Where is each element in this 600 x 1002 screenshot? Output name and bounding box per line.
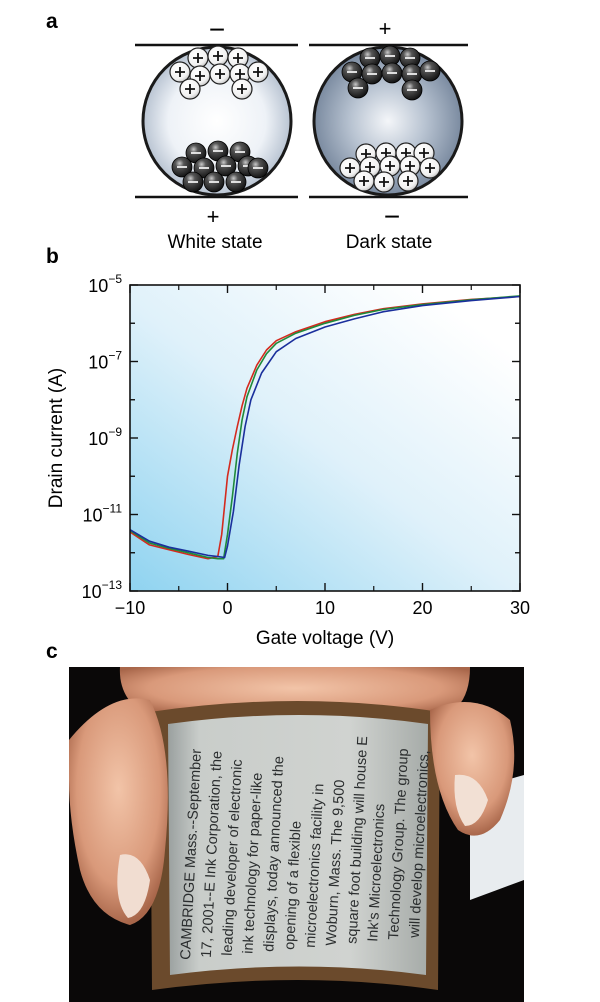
white-particle	[179, 78, 201, 100]
white-particle	[231, 78, 253, 100]
display-screen	[168, 715, 428, 975]
white-particle	[395, 142, 417, 164]
white-state-caption: White state	[167, 232, 262, 253]
white-particle	[209, 63, 231, 85]
white-particle-cluster	[169, 45, 269, 100]
white-particle-cluster	[339, 142, 441, 193]
white-particle	[339, 157, 361, 179]
screen-text-line: opening of a flexible	[282, 821, 305, 951]
panel-b-label: b	[46, 245, 59, 268]
white-state-capsule: − + White state	[135, 14, 298, 253]
black-particle	[171, 156, 193, 178]
black-particle	[347, 77, 369, 99]
white-particle	[419, 157, 441, 179]
y-tick-label: 10−5	[88, 272, 122, 296]
y-tick-label: 10−13	[82, 578, 123, 602]
black-particle-cluster	[341, 45, 441, 101]
x-tick-label: −10	[115, 598, 146, 618]
x-axis-label: Gate voltage (V)	[256, 628, 394, 649]
white-particle	[353, 170, 375, 192]
x-tick-label: 10	[315, 598, 335, 618]
panel-b: b −10 0 10 20 30 10−13 10−11 10−9 10−7 10−5 Gate …	[46, 245, 530, 649]
series-line-3	[129, 295, 521, 559]
white-particle	[373, 171, 395, 193]
right-thumb	[430, 702, 515, 836]
dark-state-caption: Dark state	[346, 232, 433, 253]
bottom-sign: −	[384, 201, 400, 232]
right-thumbnail	[454, 774, 488, 826]
series-line-1	[129, 295, 521, 560]
screen-text-line: Ink's Microelectronics	[365, 803, 388, 942]
y-tick-label: 10−7	[88, 349, 122, 373]
panel-a: a − + White state + − Dark state	[46, 10, 468, 253]
black-particle	[401, 79, 423, 101]
bottom-sign: +	[207, 204, 220, 229]
white-particle	[397, 170, 419, 192]
series-line-2	[129, 295, 521, 560]
top-sign: −	[209, 14, 225, 45]
plot-background	[130, 285, 520, 591]
white-particle	[207, 45, 229, 67]
black-particle	[182, 171, 204, 193]
y-tick-label: 10−9	[88, 425, 122, 449]
dark-state-capsule: + − Dark state	[309, 16, 468, 253]
left-thumbnail	[117, 854, 150, 918]
panel-c-label: c	[46, 640, 58, 663]
black-particle-cluster	[171, 140, 269, 193]
black-particle	[215, 155, 237, 177]
x-tick-label: 20	[412, 598, 432, 618]
y-axis-label: Drain current (A)	[46, 368, 67, 508]
black-particle	[225, 171, 247, 193]
black-particle	[185, 142, 207, 164]
y-tick-label: 10−11	[83, 502, 123, 526]
axis-layer: −10 0 10 20 30 10−13 10−11 10−9 10−7 10−5	[82, 272, 530, 618]
black-particle	[381, 62, 403, 84]
series-layer	[129, 295, 521, 560]
black-particle	[247, 157, 269, 179]
white-particle	[247, 61, 269, 83]
black-particle	[419, 60, 441, 82]
white-particle	[187, 47, 209, 69]
white-particle	[169, 61, 191, 83]
panel-a-label: a	[46, 10, 58, 33]
x-tick-label: 0	[222, 598, 232, 618]
black-particle	[203, 171, 225, 193]
x-tick-label: 30	[510, 598, 530, 618]
top-sign: +	[379, 16, 392, 41]
black-particle	[361, 63, 383, 85]
black-particle	[399, 47, 421, 69]
